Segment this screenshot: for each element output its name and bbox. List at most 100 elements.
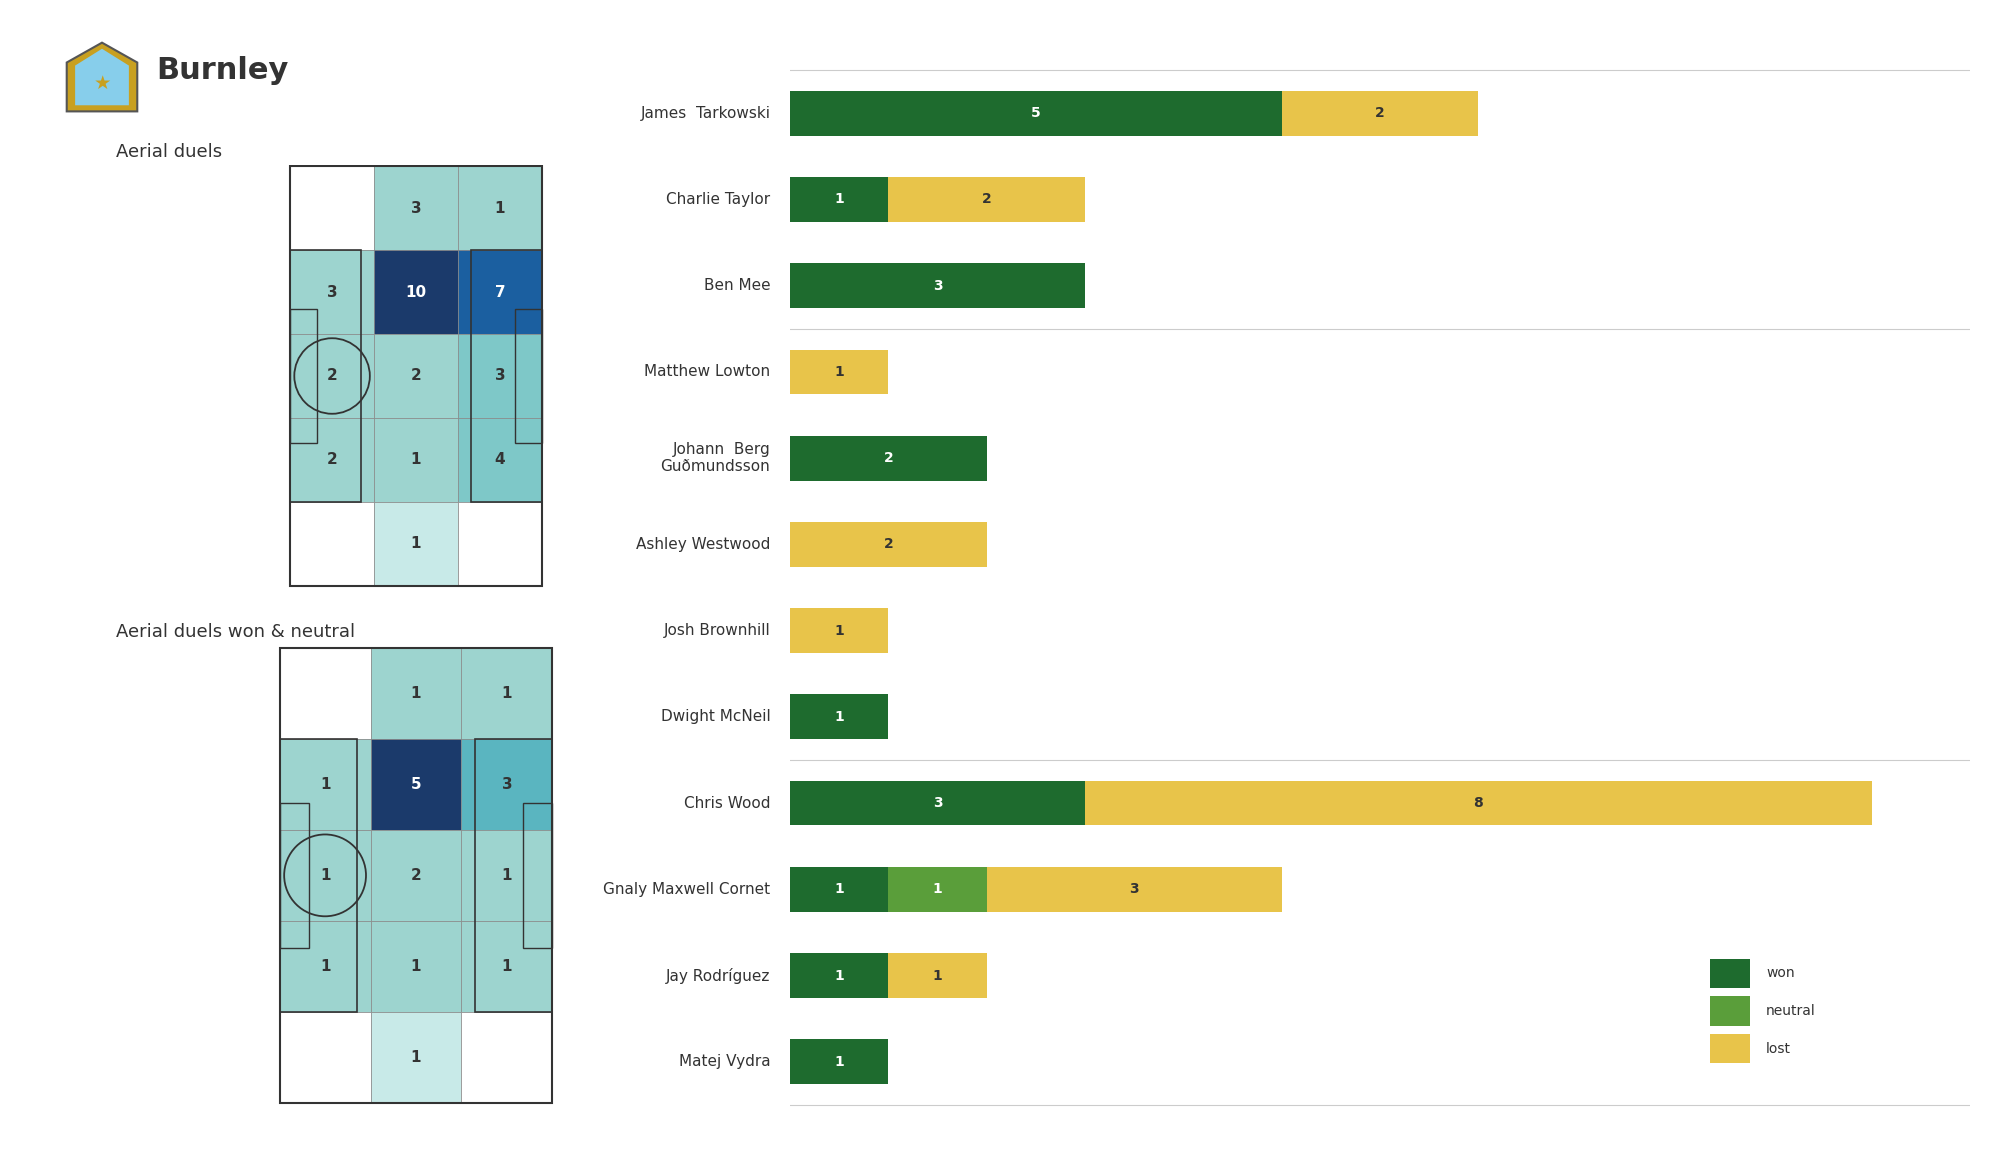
- Bar: [458, 334, 542, 418]
- Polygon shape: [66, 42, 138, 112]
- Text: 2: 2: [884, 537, 894, 551]
- Bar: [374, 250, 458, 334]
- Bar: [290, 250, 362, 502]
- Bar: [462, 739, 552, 830]
- Text: 1: 1: [834, 710, 844, 724]
- Text: Gnaly Maxwell Cornet: Gnaly Maxwell Cornet: [604, 881, 770, 897]
- Text: 1: 1: [834, 1055, 844, 1069]
- Text: 3: 3: [502, 777, 512, 792]
- Bar: [790, 177, 888, 222]
- Bar: [790, 609, 888, 653]
- Bar: [888, 867, 986, 912]
- Bar: [790, 349, 888, 395]
- Polygon shape: [76, 49, 128, 106]
- Text: 1: 1: [320, 777, 330, 792]
- Bar: [458, 166, 542, 250]
- Bar: [370, 830, 462, 921]
- Bar: [1084, 780, 1872, 826]
- Bar: [290, 250, 374, 334]
- Bar: [290, 334, 374, 418]
- Text: Ben Mee: Ben Mee: [704, 278, 770, 294]
- Bar: [524, 803, 552, 948]
- Bar: [462, 649, 552, 739]
- Bar: [790, 436, 986, 481]
- Text: 2: 2: [982, 193, 992, 207]
- Text: 1: 1: [410, 452, 422, 468]
- Text: 1: 1: [320, 959, 330, 974]
- Text: 5: 5: [410, 777, 422, 792]
- Bar: [280, 739, 356, 1012]
- Text: 2: 2: [326, 452, 338, 468]
- Bar: [290, 418, 374, 502]
- Bar: [290, 166, 374, 250]
- Bar: [986, 867, 1282, 912]
- Bar: [458, 250, 542, 334]
- Bar: [790, 263, 1084, 308]
- Text: 2: 2: [884, 451, 894, 465]
- Bar: [888, 953, 986, 998]
- Bar: [462, 921, 552, 1012]
- Bar: [790, 953, 888, 998]
- Text: Aerial duels won & neutral: Aerial duels won & neutral: [116, 623, 356, 640]
- Text: 8: 8: [1474, 797, 1484, 810]
- Text: 1: 1: [320, 868, 330, 882]
- Text: James  Tarkowski: James Tarkowski: [640, 106, 770, 121]
- Text: 1: 1: [494, 201, 506, 216]
- Text: Johann  Berg
Guðmundsson: Johann Berg Guðmundsson: [660, 442, 770, 475]
- Text: 3: 3: [326, 284, 338, 300]
- Text: 1: 1: [932, 882, 942, 897]
- Bar: [374, 166, 458, 250]
- Bar: [280, 921, 370, 1012]
- Text: 2: 2: [326, 369, 338, 383]
- Bar: [374, 502, 458, 586]
- Text: Aerial duels: Aerial duels: [116, 143, 222, 161]
- Bar: [516, 309, 542, 443]
- Bar: [370, 1012, 462, 1102]
- Text: ★: ★: [94, 74, 110, 93]
- Bar: [370, 649, 462, 739]
- Text: Josh Brownhill: Josh Brownhill: [664, 623, 770, 638]
- Text: 3: 3: [932, 278, 942, 293]
- Text: lost: lost: [1766, 1042, 1792, 1055]
- Bar: [476, 739, 552, 1012]
- Text: Burnley: Burnley: [156, 56, 288, 86]
- Bar: [458, 502, 542, 586]
- Bar: [790, 780, 1084, 826]
- Bar: [280, 803, 308, 948]
- Text: 1: 1: [834, 365, 844, 378]
- Text: neutral: neutral: [1766, 1005, 1816, 1018]
- Bar: [790, 90, 1282, 135]
- Text: 7: 7: [494, 284, 506, 300]
- Bar: [370, 921, 462, 1012]
- Text: 3: 3: [410, 201, 422, 216]
- Text: 1: 1: [502, 868, 512, 882]
- Text: 1: 1: [410, 536, 422, 551]
- Text: won: won: [1766, 967, 1794, 980]
- Text: 4: 4: [494, 452, 506, 468]
- Bar: [374, 418, 458, 502]
- Bar: [462, 1012, 552, 1102]
- Text: Charlie Taylor: Charlie Taylor: [666, 192, 770, 207]
- Text: 1: 1: [410, 1049, 422, 1065]
- Text: 2: 2: [1376, 106, 1384, 120]
- Text: 1: 1: [410, 959, 422, 974]
- Text: 3: 3: [932, 797, 942, 810]
- Text: 1: 1: [502, 686, 512, 701]
- Bar: [290, 502, 374, 586]
- Bar: [290, 309, 316, 443]
- Bar: [374, 334, 458, 418]
- Bar: [790, 867, 888, 912]
- Text: 1: 1: [834, 193, 844, 207]
- Text: 2: 2: [410, 868, 422, 882]
- Text: 2: 2: [410, 369, 422, 383]
- Bar: [280, 1012, 370, 1102]
- Bar: [1282, 90, 1478, 135]
- Bar: [280, 830, 370, 921]
- Text: Matthew Lowton: Matthew Lowton: [644, 364, 770, 380]
- Bar: [462, 830, 552, 921]
- Bar: [370, 739, 462, 830]
- Bar: [280, 649, 370, 739]
- Text: 3: 3: [494, 369, 506, 383]
- Text: 1: 1: [834, 968, 844, 982]
- Bar: [458, 418, 542, 502]
